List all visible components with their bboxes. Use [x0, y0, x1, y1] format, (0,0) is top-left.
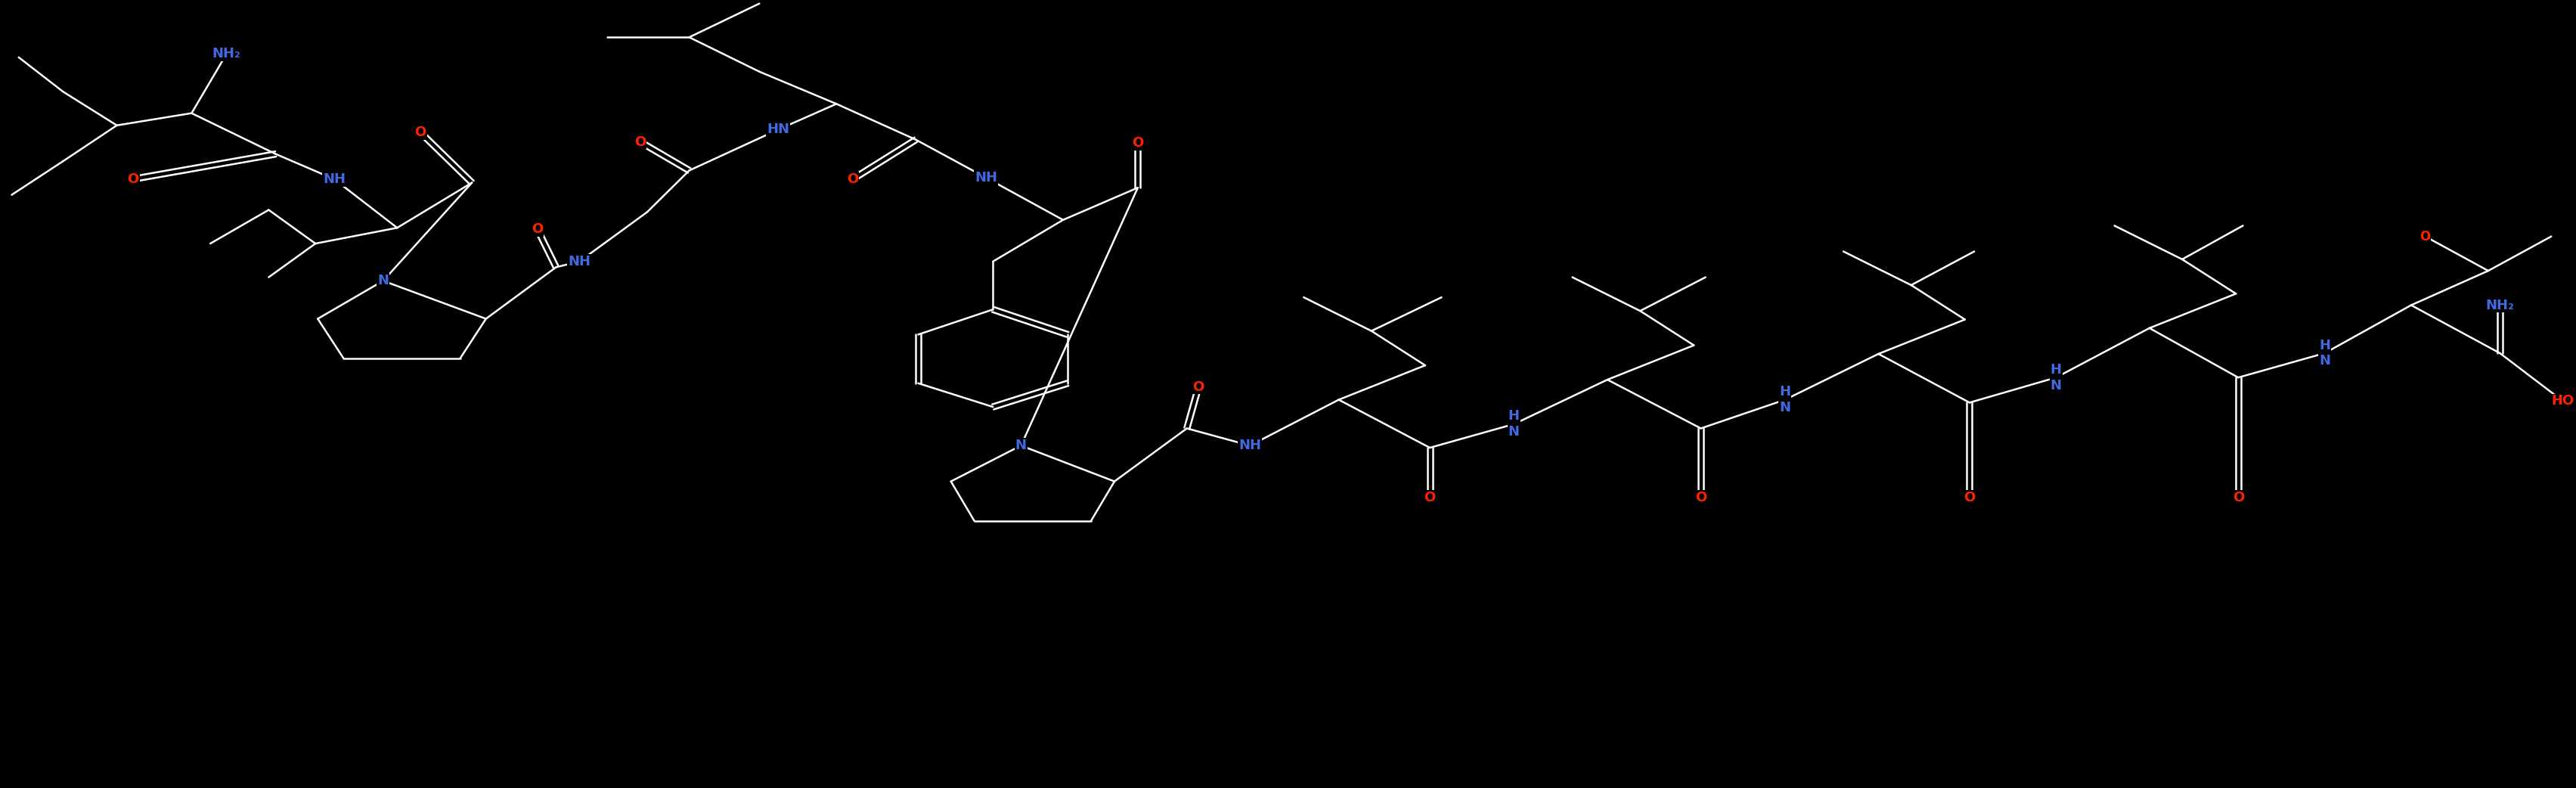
Text: O: O [1193, 380, 1206, 394]
Text: HN: HN [768, 123, 788, 136]
Text: O: O [634, 135, 647, 149]
Text: H
N: H N [1510, 410, 1520, 439]
Text: NH: NH [974, 171, 997, 184]
Text: N: N [1015, 439, 1028, 452]
Text: H
N: H N [2050, 362, 2061, 392]
Text: O: O [2419, 229, 2432, 243]
Text: NH: NH [1239, 439, 1262, 452]
Text: NH₂: NH₂ [211, 47, 242, 61]
Text: NH: NH [569, 255, 590, 268]
Text: O: O [1963, 491, 1976, 504]
Text: O: O [415, 126, 425, 139]
Text: NH: NH [322, 173, 345, 186]
Text: HO: HO [2553, 394, 2573, 408]
Text: O: O [2233, 491, 2244, 504]
Text: O: O [531, 222, 544, 236]
Text: N: N [379, 274, 389, 288]
Text: O: O [1695, 491, 1708, 504]
Text: O: O [848, 173, 858, 186]
Text: NH₂: NH₂ [2486, 299, 2514, 312]
Text: O: O [1425, 491, 1435, 504]
Text: H
N: H N [1780, 385, 1790, 414]
Text: O: O [126, 173, 139, 186]
Text: O: O [1131, 136, 1144, 150]
Text: H
N: H N [2318, 339, 2331, 368]
